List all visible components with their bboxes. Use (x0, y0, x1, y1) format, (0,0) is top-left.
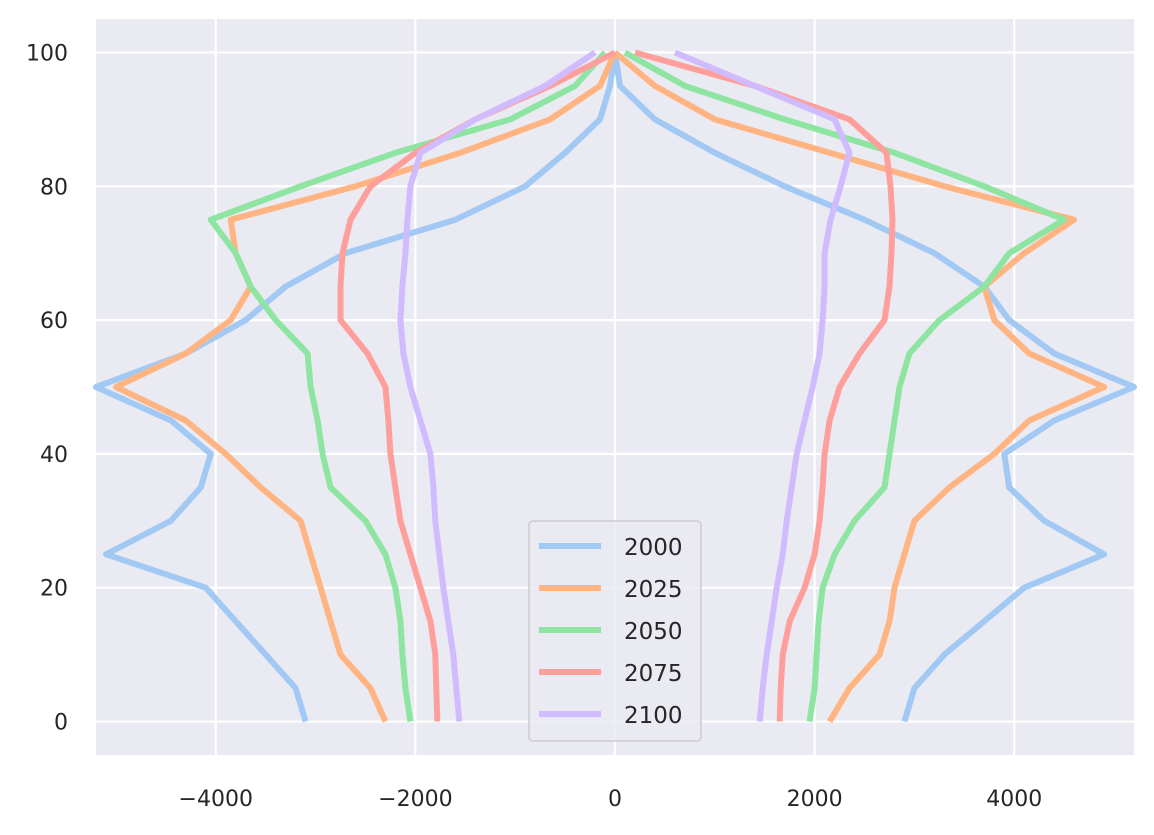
y-tick-label: 60 (40, 309, 68, 334)
series-line-2050-right (623, 49, 1068, 722)
grid-lines (96, 19, 1134, 755)
series-line-2000-left (93, 52, 618, 723)
y-tick-label: 0 (54, 711, 68, 736)
y-tick-label: 80 (40, 175, 68, 200)
legend-label: 2050 (624, 619, 683, 645)
series-line-2100-right (673, 49, 853, 722)
y-tick-label: 40 (40, 443, 68, 468)
series-line-2025-left (113, 51, 618, 723)
legend-label: 2100 (624, 703, 683, 729)
x-axis-ticks: −4000 −2000 0 2000 4000 (179, 787, 1043, 812)
legend-box (528, 520, 702, 742)
series-group (93, 49, 1137, 724)
y-tick-label: 100 (26, 41, 68, 66)
series-line-2050-left (207, 50, 608, 722)
y-axis-ticks: 0 20 40 60 80 100 (26, 41, 68, 735)
legend-label: 2025 (624, 577, 683, 603)
y-tick-label: 20 (40, 577, 68, 602)
legend-label: 2075 (624, 661, 683, 687)
series-line-2000-right (612, 52, 1137, 723)
x-tick-label: 0 (608, 787, 622, 812)
series-line-2100-left (397, 50, 597, 722)
x-tick-label: 4000 (986, 787, 1042, 812)
series-line-2075-right (634, 49, 896, 722)
series-line-2025-right (613, 50, 1108, 724)
x-tick-label: −4000 (179, 787, 253, 812)
x-tick-label: 2000 (787, 787, 843, 812)
series-line-2075-left (337, 49, 617, 722)
legend: 2000 2025 2050 2075 2100 (528, 520, 702, 742)
x-tick-label: −2000 (378, 787, 452, 812)
legend-label: 2000 (624, 535, 683, 561)
